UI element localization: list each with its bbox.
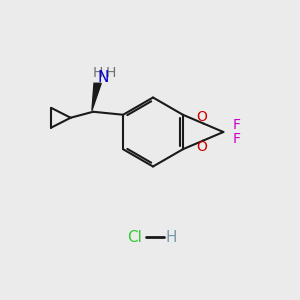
- Text: F: F: [233, 132, 241, 145]
- Polygon shape: [92, 83, 101, 111]
- Text: H: H: [92, 66, 103, 80]
- Text: H: H: [165, 230, 177, 244]
- Text: N: N: [98, 70, 109, 85]
- Text: F: F: [233, 118, 241, 132]
- Text: O: O: [196, 140, 207, 154]
- Text: O: O: [196, 110, 207, 124]
- Text: Cl: Cl: [128, 230, 142, 244]
- Text: H: H: [106, 66, 116, 80]
